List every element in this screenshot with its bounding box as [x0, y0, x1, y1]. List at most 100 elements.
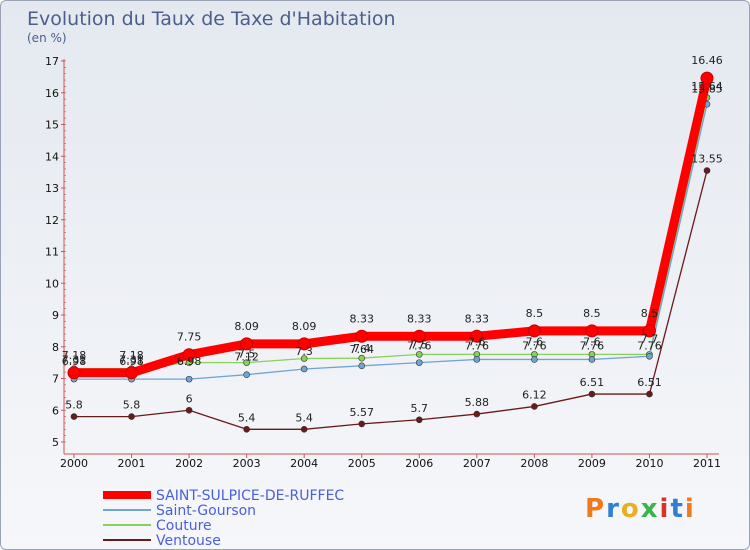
data-label: 7.6 — [526, 335, 544, 348]
data-label: 6.51 — [580, 376, 605, 389]
data-label: 7.7 — [641, 332, 659, 345]
series-line-couture — [73, 96, 708, 370]
data-point — [585, 324, 599, 338]
y-tick-label: 7 — [52, 373, 59, 386]
series-line-ventouse — [73, 169, 708, 430]
data-label: 8.33 — [465, 312, 490, 325]
data-point — [473, 410, 481, 418]
data-label: 7.6 — [583, 335, 601, 348]
data-label: 5.4 — [238, 411, 256, 424]
y-tick-label: 6 — [52, 404, 59, 417]
y-tick-label: 10 — [45, 277, 59, 290]
y-tick-label: 13 — [45, 182, 59, 195]
data-label: 5.57 — [349, 406, 374, 419]
y-tick-label: 14 — [45, 150, 59, 163]
data-point — [531, 356, 538, 363]
data-point — [300, 355, 308, 362]
data-point — [412, 329, 426, 343]
data-point — [646, 352, 653, 360]
data-label: 7.76 — [407, 339, 432, 352]
x-tick-label: 2008 — [520, 457, 548, 470]
data-label: 13.55 — [691, 153, 723, 166]
series-line-saint-sulpice-de-ruffec — [69, 73, 712, 378]
axes: 5 6 7 8 9 10 11 12 13 14 15 16 17 2000 2001 2002 2003 200… — [45, 55, 721, 470]
data-point — [243, 359, 250, 366]
legend-label: Saint-Gourson — [156, 503, 256, 519]
data-label: 7.3 — [295, 345, 313, 358]
data-label: 7.6 — [468, 335, 486, 348]
data-point — [185, 406, 193, 414]
data-point — [700, 71, 714, 85]
data-label: 16.46 — [691, 54, 723, 67]
data-point — [703, 167, 711, 174]
data-label: 5.88 — [465, 396, 490, 409]
data-label: 7.75 — [177, 331, 202, 344]
y-tick-label: 16 — [45, 87, 59, 100]
y-tick-label: 15 — [45, 119, 59, 132]
data-label: 15.64 — [691, 80, 723, 93]
data-label: 5.8 — [65, 399, 83, 412]
data-label: 8.09 — [292, 320, 317, 333]
data-point — [527, 324, 541, 338]
chart-subtitle: (en %) — [27, 31, 67, 45]
data-label: 6 — [186, 392, 193, 405]
proxiti-logo-text: Proxiti — [585, 494, 696, 524]
data-label: 8.09 — [234, 320, 259, 333]
data-point — [588, 390, 596, 398]
data-point — [297, 337, 311, 351]
data-point — [355, 329, 369, 343]
data-label: 7.18 — [62, 349, 87, 362]
proxiti-logo: Proxiti — [585, 494, 696, 524]
x-tick-label: 2011 — [693, 457, 721, 470]
data-label: 7.76 — [465, 339, 490, 352]
data-point — [531, 403, 538, 410]
data-point — [128, 413, 135, 420]
data-point — [67, 366, 81, 380]
data-label: 8.33 — [407, 312, 432, 325]
data-label: 7.76 — [580, 339, 605, 352]
x-tick-label: 2000 — [60, 457, 88, 470]
data-point — [185, 375, 193, 383]
data-point — [70, 413, 78, 420]
data-point — [470, 329, 484, 343]
data-label: 5.4 — [295, 411, 313, 424]
data-label: 15.85 — [691, 83, 723, 96]
x-tick-label: 2004 — [290, 457, 318, 470]
data-label: 8.5 — [641, 307, 659, 320]
data-label: 7.5 — [411, 339, 429, 352]
data-point — [182, 348, 196, 362]
y-tick-label: 9 — [52, 309, 59, 322]
data-label: 8.33 — [349, 312, 374, 325]
legend-label: Ventouse — [156, 533, 221, 549]
x-tick-label: 2001 — [118, 457, 146, 470]
data-label: 6.51 — [637, 376, 662, 389]
data-label: 6.98 — [119, 355, 144, 368]
x-tick-label: 2010 — [635, 457, 663, 470]
x-tick-label: 2002 — [175, 457, 203, 470]
data-label: 7.18 — [119, 349, 144, 362]
data-point — [300, 425, 308, 433]
data-label: 6.98 — [177, 355, 202, 368]
data-label: 6.98 — [62, 355, 87, 368]
y-tick-label: 17 — [45, 55, 59, 68]
data-label: 7.76 — [522, 339, 547, 352]
legend-label: Couture — [156, 518, 212, 534]
data-point — [125, 366, 139, 380]
data-label: 8.5 — [583, 307, 601, 320]
x-tick-label: 2003 — [233, 457, 261, 470]
y-tick-label: 12 — [45, 214, 59, 227]
data-point — [588, 356, 596, 363]
data-point — [358, 354, 366, 362]
data-point — [642, 324, 656, 338]
data-point — [358, 420, 366, 428]
data-point — [243, 425, 250, 433]
data-label: 7.31 — [119, 354, 144, 367]
data-point — [300, 365, 308, 373]
data-point — [415, 359, 423, 366]
data-label: 7.31 — [62, 354, 87, 367]
series-lines — [67, 71, 714, 433]
data-label: 7.64 — [349, 343, 374, 356]
x-tick-label: 2005 — [348, 457, 376, 470]
